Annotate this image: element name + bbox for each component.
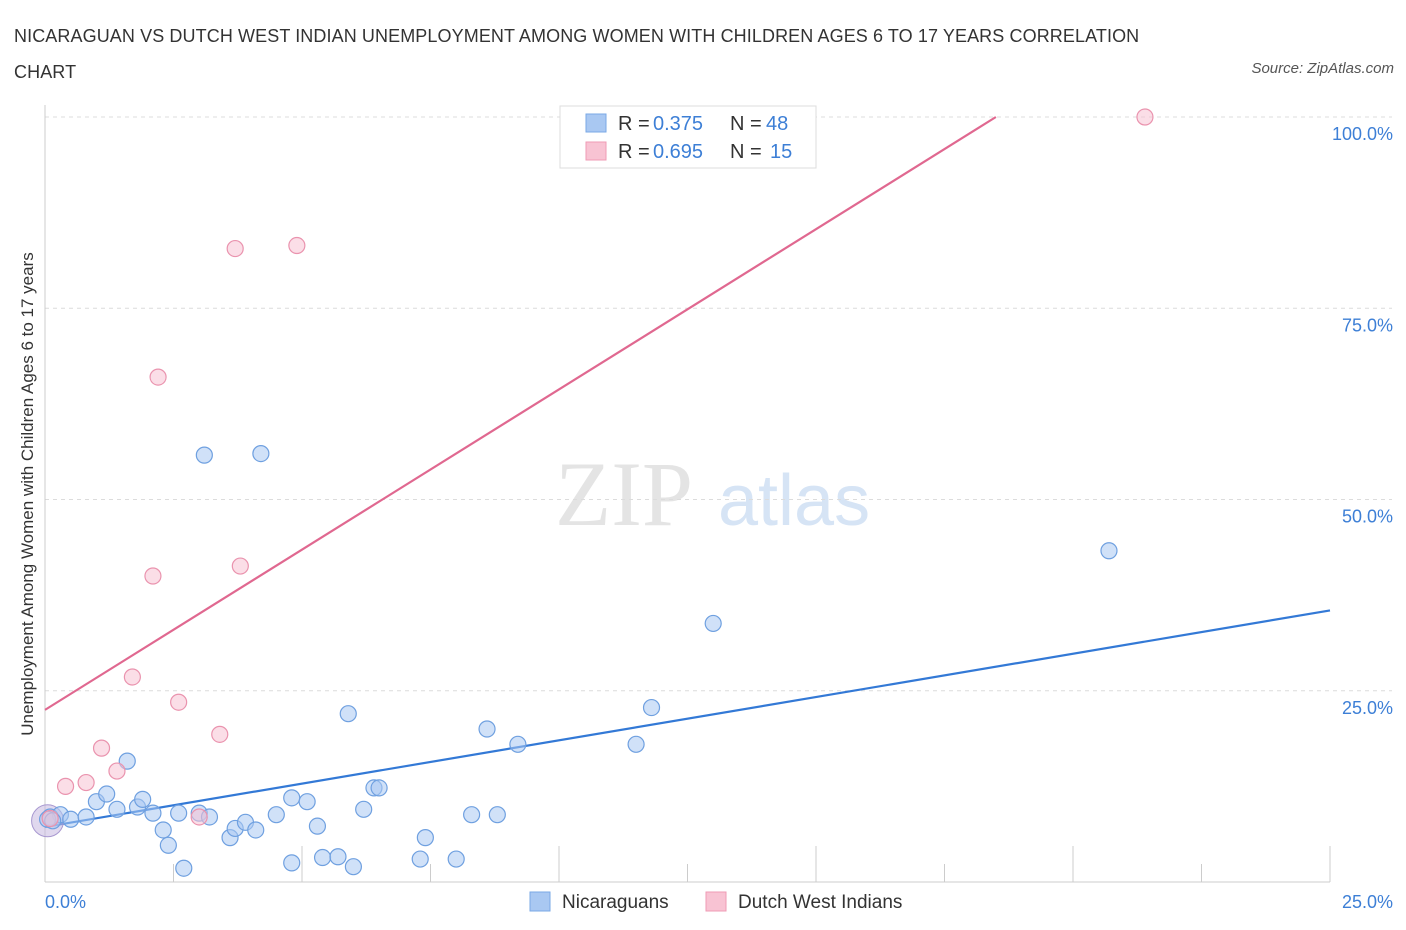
- data-point-nicaraguans: [108, 800, 126, 818]
- data-point-nicaraguans: [355, 800, 373, 818]
- data-point-nicaraguans: [308, 817, 327, 835]
- data-point-nicaraguans: [134, 790, 152, 808]
- data-point-nicaraguans: [1100, 542, 1118, 560]
- data-point-dutch-west-indians: [288, 236, 306, 255]
- data-point-dutch-west-indians: [92, 739, 111, 757]
- legend-r-label: R =: [618, 113, 650, 135]
- tick-labels: 100.0% 75.0% 50.0% 25.0% 0.0% 25.0%: [45, 124, 1393, 912]
- data-point-dutch-west-indians: [170, 693, 188, 711]
- data-point-nicaraguans: [283, 789, 301, 807]
- data-point-nicaraguans: [62, 810, 80, 828]
- data-point-nicaraguans: [247, 821, 265, 839]
- data-point-dutch-west-indians: [211, 725, 229, 743]
- data-point-dutch-west-indians: [108, 762, 126, 780]
- data-point-dutch-west-indians: [149, 368, 167, 386]
- legend-n-value: 48: [766, 113, 788, 135]
- data-point-dutch-west-indians: [41, 809, 59, 828]
- data-point-nicaraguans: [339, 705, 357, 723]
- chart-title: NICARAGUAN VS DUTCH WEST INDIAN UNEMPLOY…: [14, 26, 1140, 82]
- x-tick-label: 25.0%: [1342, 892, 1393, 912]
- source-label: Source: ZipAtlas.com: [1251, 60, 1394, 77]
- data-point-dutch-west-indians: [77, 773, 95, 792]
- trend-line-dutch-west-indians: [44, 116, 997, 711]
- bottom-legend-label-dutch-west-indians: Dutch West Indians: [738, 892, 902, 913]
- data-point-nicaraguans: [159, 836, 177, 854]
- bottom-legend-swatch-dutch-west-indians: [705, 891, 727, 912]
- data-point-nicaraguans: [252, 445, 270, 463]
- data-point-dutch-west-indians: [231, 557, 249, 575]
- data-point-nicaraguans: [118, 752, 136, 770]
- x-tick-label: 0.0%: [45, 892, 86, 912]
- data-point-nicaraguans: [344, 858, 362, 876]
- data-point-nicaraguans: [144, 804, 162, 822]
- data-point-dutch-west-indians: [144, 567, 162, 585]
- data-point-nicaraguans: [642, 698, 661, 717]
- data-point-nicaraguans: [329, 848, 347, 866]
- legend-r-label: R =: [618, 141, 650, 163]
- data-point-nicaraguans: [313, 848, 332, 867]
- data-point-nicaraguans: [447, 850, 465, 868]
- legend: R = 0.375 N = 48 R = 0.695 N = 15: [559, 105, 817, 169]
- data-point-dutch-west-indians: [123, 668, 141, 686]
- y-tick-label: 100.0%: [1332, 124, 1393, 144]
- data-point-nicaraguans: [175, 859, 193, 877]
- data-points: [31, 108, 1154, 877]
- data-point-nicaraguans: [195, 446, 213, 464]
- data-point-dutch-west-indians: [190, 808, 208, 826]
- bottom-legend-swatch-nicaraguans: [529, 891, 551, 912]
- legend-n-label: N =: [730, 141, 762, 163]
- legend-n-label: N =: [730, 113, 762, 135]
- axes: [44, 105, 1331, 883]
- trend-lines: [44, 116, 1331, 829]
- legend-swatch-nicaraguans: [585, 113, 607, 133]
- y-tick-label: 25.0%: [1342, 698, 1393, 718]
- bottom-legend-label-nicaraguans: Nicaraguans: [562, 892, 669, 913]
- y-axis-title: Unemployment Among Women with Children A…: [18, 252, 37, 736]
- data-point-nicaraguans: [488, 806, 506, 824]
- legend-n-value: 15: [770, 141, 792, 163]
- data-point-nicaraguans: [411, 850, 429, 868]
- data-point-nicaraguans: [370, 779, 388, 797]
- data-point-nicaraguans: [704, 614, 722, 633]
- legend-r-value: 0.375: [653, 113, 703, 135]
- data-point-nicaraguans: [98, 785, 116, 803]
- data-point-nicaraguans: [170, 804, 188, 822]
- legend-swatch-dutch-west-indians: [585, 141, 607, 161]
- watermark-atlas: atlas: [718, 461, 870, 541]
- y-tick-label: 75.0%: [1342, 315, 1393, 335]
- data-point-nicaraguans: [298, 793, 316, 811]
- data-point-dutch-west-indians: [226, 239, 244, 258]
- data-point-nicaraguans: [478, 720, 496, 738]
- grid-lines: [45, 116, 1392, 692]
- data-point-nicaraguans: [509, 735, 527, 753]
- data-point-nicaraguans: [627, 735, 645, 753]
- data-point-nicaraguans: [77, 808, 95, 826]
- data-point-nicaraguans: [267, 806, 285, 824]
- y-tick-label: 50.0%: [1342, 507, 1393, 527]
- data-point-nicaraguans: [416, 829, 434, 847]
- trend-line-nicaraguans: [44, 609, 1331, 829]
- data-point-nicaraguans: [283, 854, 301, 872]
- data-point-nicaraguans: [154, 821, 172, 839]
- data-point-dutch-west-indians: [1136, 108, 1154, 126]
- bottom-legend: Nicaraguans Dutch West Indians: [529, 891, 902, 913]
- data-point-nicaraguans: [463, 806, 481, 824]
- data-point-dutch-west-indians: [56, 777, 75, 795]
- legend-r-value: 0.695: [653, 141, 703, 163]
- watermark-zip: ZIP: [555, 443, 693, 545]
